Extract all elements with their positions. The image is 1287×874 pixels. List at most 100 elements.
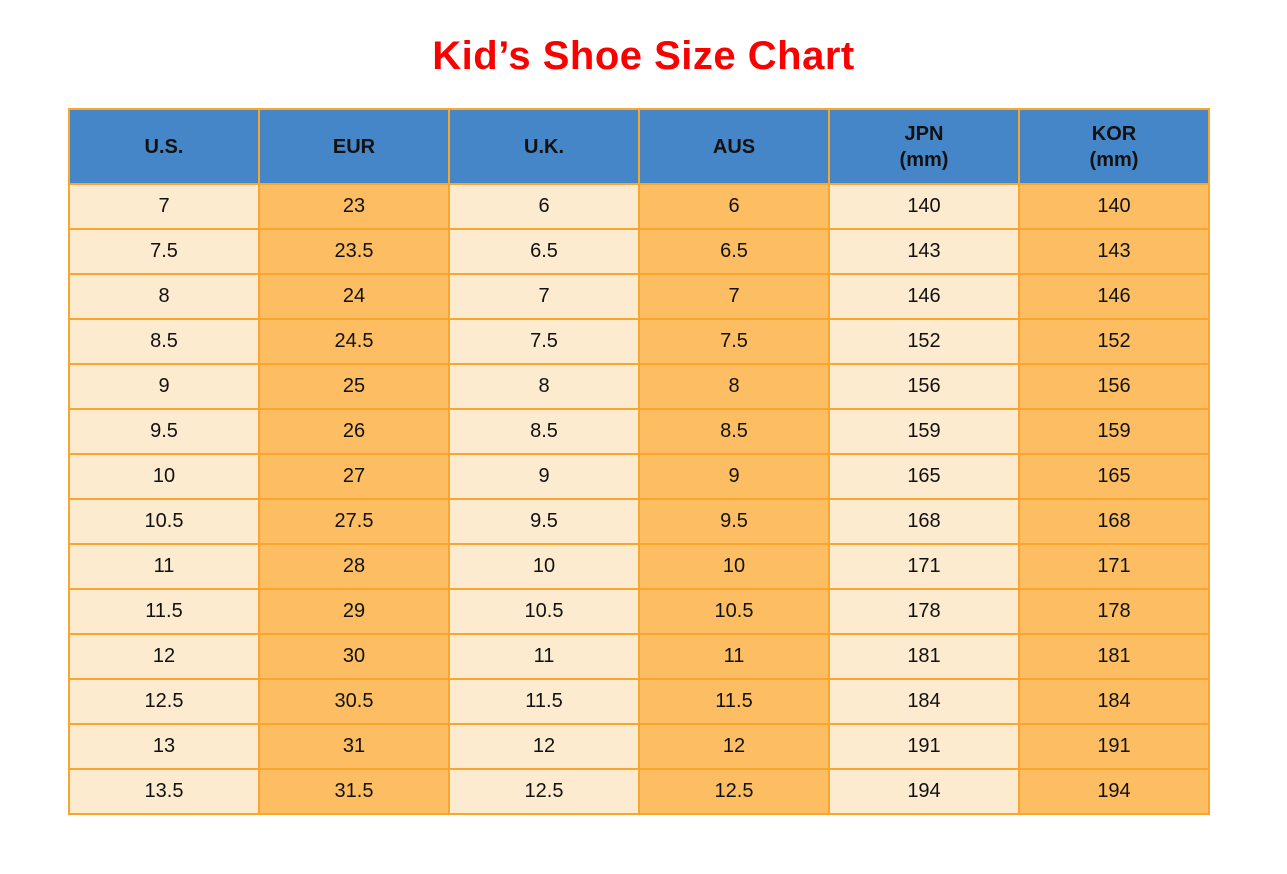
size-cell: 11.5 — [68, 588, 260, 635]
size-cell: 8.5 — [448, 408, 640, 455]
size-cell: 26 — [258, 408, 450, 455]
size-cell: 11.5 — [638, 678, 830, 725]
size-cell: 29 — [258, 588, 450, 635]
table-row: 7.5 23.5 6.5 6.5 143 143 — [68, 228, 1210, 275]
size-cell: 11.5 — [448, 678, 640, 725]
size-cell: 28 — [258, 543, 450, 590]
size-cell: 140 — [828, 183, 1020, 230]
size-cell: 146 — [1018, 273, 1210, 320]
table-row: 9 25 8 8 156 156 — [68, 363, 1210, 410]
column-header-label: JPN — [904, 122, 944, 145]
size-cell: 143 — [828, 228, 1020, 275]
size-table-header: U.S. EUR U.K. AUS JPN (mm) KOR (mm) — [68, 108, 1210, 185]
size-cell: 23.5 — [258, 228, 450, 275]
column-header-unit: (mm) — [1089, 148, 1139, 171]
column-header-label: U.K. — [524, 135, 564, 158]
size-cell: 7 — [448, 273, 640, 320]
header-row: U.S. EUR U.K. AUS JPN (mm) KOR (mm) — [68, 108, 1210, 185]
size-cell: 12 — [68, 633, 260, 680]
size-cell: 8 — [638, 363, 830, 410]
size-cell: 25 — [258, 363, 450, 410]
size-cell: 156 — [1018, 363, 1210, 410]
size-cell: 6.5 — [638, 228, 830, 275]
size-cell: 146 — [828, 273, 1020, 320]
size-cell: 184 — [828, 678, 1020, 725]
size-cell: 30.5 — [258, 678, 450, 725]
size-cell: 194 — [1018, 768, 1210, 815]
size-cell: 152 — [828, 318, 1020, 365]
column-header-label: AUS — [712, 135, 756, 158]
size-cell: 24 — [258, 273, 450, 320]
table-row: 10.5 27.5 9.5 9.5 168 168 — [68, 498, 1210, 545]
size-cell: 10 — [448, 543, 640, 590]
size-cell: 30 — [258, 633, 450, 680]
size-cell: 191 — [828, 723, 1020, 770]
size-cell: 13 — [68, 723, 260, 770]
size-cell: 178 — [1018, 588, 1210, 635]
size-cell: 152 — [1018, 318, 1210, 365]
size-cell: 10.5 — [638, 588, 830, 635]
size-cell: 9.5 — [448, 498, 640, 545]
size-cell: 7 — [638, 273, 830, 320]
column-header-eur: EUR — [258, 108, 450, 185]
size-cell: 143 — [1018, 228, 1210, 275]
column-header-us: U.S. — [68, 108, 260, 185]
size-cell: 12 — [638, 723, 830, 770]
size-cell: 178 — [828, 588, 1020, 635]
shoe-size-table: U.S. EUR U.K. AUS JPN (mm) KOR (mm) — [68, 108, 1210, 815]
size-cell: 8 — [68, 273, 260, 320]
table-row: 12 30 11 11 181 181 — [68, 633, 1210, 680]
table-row: 13.5 31.5 12.5 12.5 194 194 — [68, 768, 1210, 815]
size-cell: 6 — [638, 183, 830, 230]
size-cell: 13.5 — [68, 768, 260, 815]
size-cell: 171 — [1018, 543, 1210, 590]
table-row: 12.5 30.5 11.5 11.5 184 184 — [68, 678, 1210, 725]
size-cell: 7.5 — [68, 228, 260, 275]
column-header-label: KOR — [1091, 122, 1137, 145]
column-header-label: EUR — [332, 135, 376, 158]
size-cell: 27 — [258, 453, 450, 500]
size-cell: 31.5 — [258, 768, 450, 815]
page-title: Kid’s Shoe Size Chart — [432, 34, 855, 78]
column-header-aus: AUS — [638, 108, 830, 185]
table-row: 11.5 29 10.5 10.5 178 178 — [68, 588, 1210, 635]
size-cell: 8 — [448, 363, 640, 410]
table-row: 13 31 12 12 191 191 — [68, 723, 1210, 770]
size-cell: 9.5 — [638, 498, 830, 545]
size-cell: 31 — [258, 723, 450, 770]
size-cell: 27.5 — [258, 498, 450, 545]
size-cell: 12.5 — [68, 678, 260, 725]
size-cell: 8.5 — [68, 318, 260, 365]
size-cell: 12.5 — [638, 768, 830, 815]
column-header-kor: KOR (mm) — [1018, 108, 1210, 185]
column-header-label: U.S. — [144, 135, 184, 158]
table-row: 8 24 7 7 146 146 — [68, 273, 1210, 320]
size-cell: 165 — [828, 453, 1020, 500]
size-cell: 7.5 — [638, 318, 830, 365]
size-cell: 10.5 — [448, 588, 640, 635]
size-cell: 8.5 — [638, 408, 830, 455]
size-cell: 9 — [638, 453, 830, 500]
size-cell: 7 — [68, 183, 260, 230]
size-cell: 9.5 — [68, 408, 260, 455]
size-table-body: 7 23 6 6 140 140 7.5 23.5 6.5 6.5 143 143 8 24 7 7 146 14… — [68, 183, 1210, 815]
size-cell: 156 — [828, 363, 1020, 410]
size-cell: 24.5 — [258, 318, 450, 365]
size-cell: 23 — [258, 183, 450, 230]
size-cell: 181 — [828, 633, 1020, 680]
column-header-unit: (mm) — [899, 148, 949, 171]
size-cell: 6.5 — [448, 228, 640, 275]
size-cell: 194 — [828, 768, 1020, 815]
table-row: 10 27 9 9 165 165 — [68, 453, 1210, 500]
table-row: 11 28 10 10 171 171 — [68, 543, 1210, 590]
size-cell: 184 — [1018, 678, 1210, 725]
size-cell: 181 — [1018, 633, 1210, 680]
size-cell: 6 — [448, 183, 640, 230]
size-cell: 191 — [1018, 723, 1210, 770]
size-cell: 140 — [1018, 183, 1210, 230]
size-cell: 168 — [1018, 498, 1210, 545]
size-cell: 12 — [448, 723, 640, 770]
size-cell: 11 — [68, 543, 260, 590]
table-row: 9.5 26 8.5 8.5 159 159 — [68, 408, 1210, 455]
